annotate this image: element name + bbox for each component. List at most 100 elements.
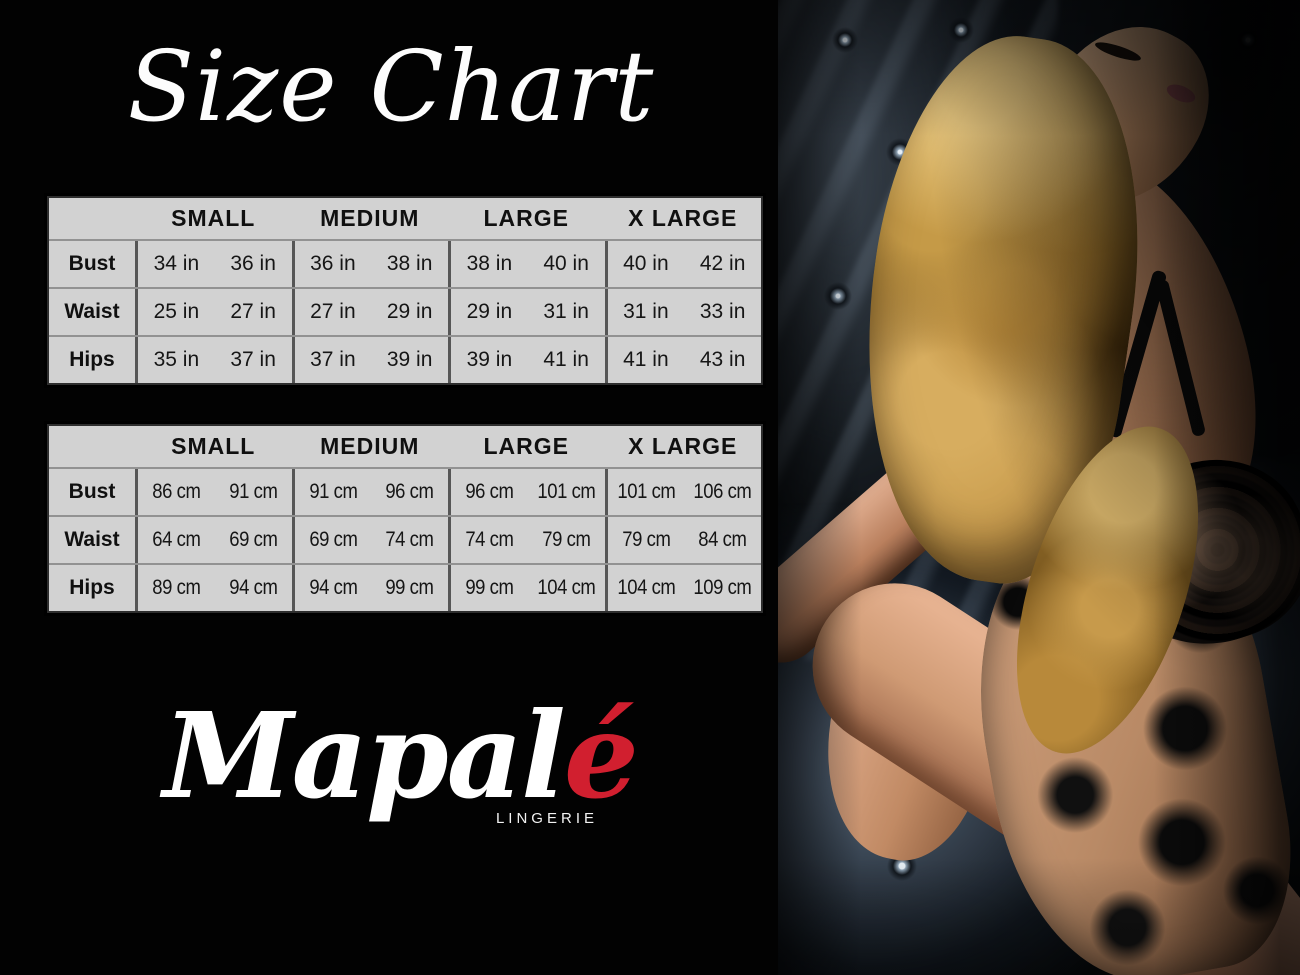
size-value-group: 94 cm 99 cm (291, 565, 449, 611)
size-value-group: 27 in 29 in (291, 289, 449, 335)
measurement-value: 27 in (230, 300, 276, 323)
measurement-row: Waist 25 in 27 in 27 in 29 in 29 in 31 in 31 in… (49, 287, 761, 335)
measurement-value: 42 in (699, 252, 746, 275)
measurement-value: 35 in (153, 348, 200, 371)
measurement-value: 79 cm (542, 528, 591, 551)
measurement-value: 104 cm (616, 576, 675, 599)
size-value-group: 35 in 37 in (135, 337, 292, 383)
measurement-value: 38 in (466, 252, 513, 275)
measurement-row: Waist 64 cm 69 cm 69 cm 74 cm 74 cm 79 cm 79 cm… (49, 515, 761, 563)
size-value-group: 31 in 33 in (604, 289, 762, 335)
size-column-header: X LARGE (628, 205, 738, 231)
measurement-value: 36 in (310, 252, 356, 275)
size-column-header: MEDIUM (320, 433, 420, 459)
measurement-value: 91 cm (229, 480, 278, 503)
size-value-group: 37 in 39 in (291, 337, 449, 383)
measurement-value: 39 in (386, 348, 433, 371)
size-value-group: 104 cm 109 cm (604, 565, 762, 611)
size-value-group: 79 cm 84 cm (604, 517, 762, 563)
size-value-group: 74 cm 79 cm (448, 517, 605, 563)
measurement-value: 38 in (386, 252, 433, 275)
size-value-group: 86 cm 91 cm (135, 469, 292, 515)
measurement-value: 40 in (623, 252, 669, 275)
size-value-group: 96 cm 101 cm (448, 469, 605, 515)
measurement-value: 41 in (623, 348, 669, 371)
measurement-label: Waist (64, 300, 120, 323)
measurement-value: 29 in (466, 300, 513, 323)
size-value-group: 99 cm 104 cm (448, 565, 605, 611)
size-value-group: 34 in 36 in (135, 241, 292, 287)
measurement-row: Hips 89 cm 94 cm 94 cm 99 cm 99 cm 104 cm 104 c… (49, 563, 761, 611)
measurement-value: 69 cm (308, 528, 358, 551)
size-column-header: LARGE (483, 205, 569, 231)
measurement-value: 104 cm (537, 576, 596, 599)
measurement-value: 74 cm (465, 528, 514, 551)
size-table-header-row: SMALL MEDIUM LARGE X LARGE (49, 198, 761, 239)
measurement-value: 86 cm (152, 480, 201, 503)
measurement-value: 84 cm (698, 528, 748, 551)
size-value-group: 25 in 27 in (135, 289, 292, 335)
size-value-group: 69 cm 74 cm (291, 517, 449, 563)
measurement-value: 91 cm (308, 480, 358, 503)
size-column-header: X LARGE (628, 433, 738, 459)
size-value-group: 89 cm 94 cm (135, 565, 292, 611)
measurement-value: 43 in (699, 348, 746, 371)
measurement-value: 94 cm (308, 576, 358, 599)
size-value-group: 91 cm 96 cm (291, 469, 449, 515)
size-table-centimeters: SMALL MEDIUM LARGE X LARGE Bust 86 cm 91 cm 91 … (47, 424, 763, 613)
measurement-value: 41 in (543, 348, 589, 371)
measurement-value: 109 cm (693, 576, 752, 599)
measurement-value: 37 in (230, 348, 276, 371)
measurement-value: 31 in (543, 300, 589, 323)
measurement-value: 101 cm (616, 480, 675, 503)
brand-wordmark: Mapalé (140, 688, 660, 824)
measurement-value: 27 in (310, 300, 356, 323)
measurement-row: Hips 35 in 37 in 37 in 39 in 39 in 41 in 41 in 4… (49, 335, 761, 383)
measurement-value: 96 cm (385, 480, 435, 503)
size-column-header: MEDIUM (320, 205, 420, 231)
size-value-group: 101 cm 106 cm (604, 469, 762, 515)
size-column-header: LARGE (483, 433, 569, 459)
measurement-row: Bust 34 in 36 in 36 in 38 in 38 in 40 in 40 in 4… (49, 239, 761, 287)
size-table-inches: SMALL MEDIUM LARGE X LARGE Bust 34 in 36 in 36 … (47, 196, 763, 385)
measurement-value: 74 cm (385, 528, 435, 551)
size-value-group: 41 in 43 in (604, 337, 762, 383)
measurement-value: 36 in (230, 252, 276, 275)
measurement-value: 39 in (466, 348, 513, 371)
size-table-header-row: SMALL MEDIUM LARGE X LARGE (49, 426, 761, 467)
measurement-value: 96 cm (465, 480, 514, 503)
model-photo (778, 0, 1300, 975)
measurement-label: Bust (68, 252, 116, 275)
measurement-label: Bust (68, 480, 116, 503)
measurement-value: 89 cm (152, 576, 201, 599)
measurement-value: 99 cm (385, 576, 435, 599)
size-value-group: 40 in 42 in (604, 241, 762, 287)
brand-name-accent-letter: é (563, 686, 639, 825)
measurement-value: 99 cm (465, 576, 514, 599)
measurement-label: Waist (64, 528, 120, 551)
brand-tagline: LINGERIE (495, 809, 598, 827)
size-value-group: 64 cm 69 cm (135, 517, 292, 563)
brand-name-main: Mapal (163, 686, 566, 825)
size-value-group: 38 in 40 in (448, 241, 605, 287)
size-value-group: 39 in 41 in (448, 337, 605, 383)
brand-logo: Mapalé LINGERIE (140, 688, 660, 827)
measurement-value: 101 cm (537, 480, 596, 503)
measurement-value: 31 in (623, 300, 669, 323)
measurement-value: 25 in (153, 300, 200, 323)
measurement-label: Hips (69, 348, 115, 371)
page-title: Size Chart (127, 30, 655, 143)
measurement-value: 64 cm (152, 528, 201, 551)
size-column-header: SMALL (171, 205, 256, 231)
size-column-header: SMALL (171, 433, 256, 459)
measurement-value: 33 in (699, 300, 746, 323)
measurement-value: 94 cm (229, 576, 278, 599)
measurement-value: 69 cm (229, 528, 278, 551)
measurement-row: Bust 86 cm 91 cm 91 cm 96 cm 96 cm 101 cm 101 c… (49, 467, 761, 515)
measurement-value: 106 cm (693, 480, 752, 503)
size-value-group: 29 in 31 in (448, 289, 605, 335)
measurement-value: 40 in (543, 252, 589, 275)
measurement-label: Hips (69, 576, 115, 599)
size-value-group: 36 in 38 in (291, 241, 449, 287)
